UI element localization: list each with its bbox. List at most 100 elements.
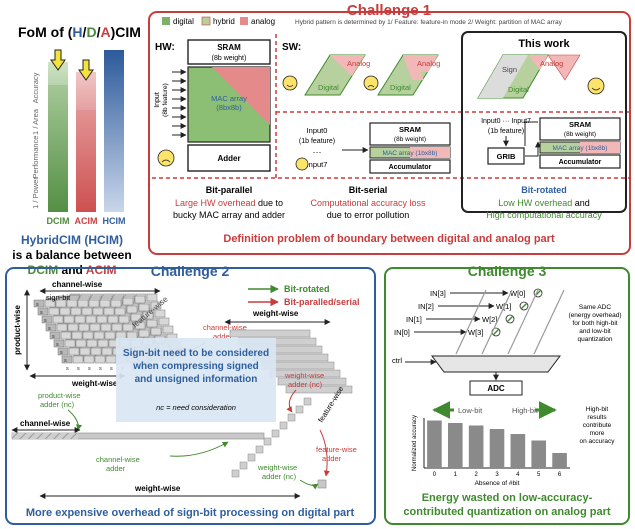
bit-parallel-line1: Large HW overhead due to: [175, 198, 283, 208]
grid-cell: [71, 331, 83, 340]
same-adc-4: and low-bit: [579, 328, 611, 335]
w-label: W[2]: [482, 315, 497, 324]
sw-input-1b: (1b feature): [299, 138, 335, 145]
legend-bit-parallel-serial: Bit-paralled/serial: [284, 297, 360, 307]
tw-sram-label: SRAM: [569, 120, 591, 129]
challenge2-panel: Challenge 2 Bit-rotated Bit-paralled/ser…: [5, 263, 376, 525]
grid-cell: [56, 323, 68, 332]
bitline: [533, 289, 565, 355]
grid-cell: [146, 293, 158, 302]
weight-wise-label: weight-wise: [71, 379, 118, 388]
cw-adder-label2: adder: [213, 332, 233, 341]
same-adc-1: Same ADC: [579, 304, 611, 311]
channel-bar-hatched: [12, 433, 78, 439]
grid-cell: [158, 317, 170, 326]
grid-cell: [110, 299, 122, 308]
diagonal-cell: [303, 397, 312, 406]
stair-row: [277, 377, 347, 386]
w-label: W[0]: [510, 289, 525, 298]
stair-row: [229, 329, 311, 338]
stair-row: [285, 385, 353, 394]
sw-sram-box: [369, 122, 451, 146]
weight-wise-bottom-label: weight-wise: [134, 484, 181, 493]
accuracy-bar: [489, 429, 505, 468]
sign-bit-s: s: [60, 350, 63, 356]
high-bit-label: High-bit: [512, 406, 539, 415]
fom-panel: FoM of (H/D/A)CIM Accuracy 1 / AreaPerfor…: [12, 24, 141, 277]
nc-note: nc = need consideration: [156, 403, 236, 412]
single-cell: [317, 479, 327, 489]
tw-input-sub: (1b feature): [488, 128, 524, 135]
tw-input: Input0 ··· Input7: [481, 118, 531, 125]
fom-axis-label: 1 / Power: [31, 177, 40, 209]
accuracy-bar: [447, 423, 463, 468]
grid-cell: [45, 323, 57, 332]
fom-axis-label: Performance: [31, 136, 40, 179]
challenge2-footer: More expensive overhead of sign-bit proc…: [26, 507, 355, 519]
ww-adder-b-label2: adder (nc): [262, 472, 297, 481]
mac-circuit: IN[3]IN[2]IN[1]IN[0]W[0]W[1]W[2]W[3]: [394, 288, 565, 355]
grid-cell: [53, 339, 65, 348]
grid-cell: [89, 323, 101, 332]
grid-cell: [92, 307, 104, 316]
sign-bit-note1: Sign-bit need to be considered: [123, 348, 269, 359]
sad-face-icon: [157, 149, 175, 167]
challenge1-panel: Challenge 1 digital hybrid analog Hybrid…: [148, 2, 631, 255]
diagonal-cell: [239, 461, 248, 470]
sign-bit-s: s: [40, 310, 43, 316]
diagonal-cell: [279, 421, 288, 430]
acim-bar-lower: [76, 110, 96, 212]
fom-title: FoM of (H/D/A)CIM: [18, 24, 141, 40]
chart-y-label: Normalized accuracy: [412, 415, 418, 471]
low-bit-label: Low-bit: [458, 406, 483, 415]
same-adc-3: for both high-bit: [572, 320, 617, 327]
grid-cell: [55, 299, 67, 308]
sw-shape1-analog-label: Analog: [347, 59, 370, 68]
diagonal-cell: [231, 469, 240, 478]
fom-axis-label: Accuracy: [31, 72, 40, 103]
legend-analog: analog: [251, 17, 275, 26]
grib-label: GRIB: [497, 152, 516, 161]
grid-cell: [75, 339, 87, 348]
ww-adder-arrow: [286, 389, 297, 413]
hw-sram-box: [187, 39, 271, 65]
accuracy-bar: [510, 434, 526, 468]
same-adc-2: (energy overhead): [568, 312, 621, 319]
hw-adder-label: Adder: [217, 154, 240, 163]
happy-face3-icon: [587, 77, 605, 95]
grid-cell: [88, 299, 100, 308]
happy-face-mouth: [286, 84, 294, 87]
sw-accumulator-label: Accumulator: [389, 164, 432, 171]
legend-bit-rotated: Bit-rotated: [284, 284, 330, 294]
grid-cell: [150, 327, 162, 336]
ww-adder-b-arrow: [299, 479, 319, 490]
hw-input-arrows: [172, 69, 187, 138]
in-label: IN[0]: [394, 328, 410, 337]
grid-cell: [82, 331, 94, 340]
this-work-title: This work: [518, 38, 570, 50]
grib-arrow: [525, 141, 541, 157]
grid-cell: [134, 321, 146, 330]
grid-layer: [33, 299, 150, 364]
grid-cell: [33, 299, 45, 308]
tw-mac-label: MAC array (1bx8b): [553, 145, 608, 152]
hcim-summary-line2: is a balance between: [12, 248, 131, 262]
bit-serial-line2: due to error pollution: [327, 210, 410, 220]
hw-sram-sub: (8b weight): [212, 55, 247, 62]
tw-sram-box: [539, 117, 621, 141]
accuracy-bar: [468, 425, 484, 468]
accuracy-bar: [531, 440, 547, 468]
in-label: IN[2]: [418, 302, 434, 311]
sign-bit-note3: and unsigned information: [135, 374, 258, 385]
legend-digital: digital: [173, 17, 194, 26]
grid-cell: [67, 323, 79, 332]
accuracy-bar: [552, 453, 567, 468]
grib-loop: [524, 121, 538, 146]
sign-bit-s: s: [64, 358, 67, 364]
diagonal-cell: [287, 413, 296, 422]
grid-cell: [94, 355, 106, 364]
grid-cell: [78, 323, 90, 332]
bitline: [507, 289, 539, 355]
accuracy-bar: [427, 420, 442, 468]
diagonal-cell: [255, 445, 264, 454]
